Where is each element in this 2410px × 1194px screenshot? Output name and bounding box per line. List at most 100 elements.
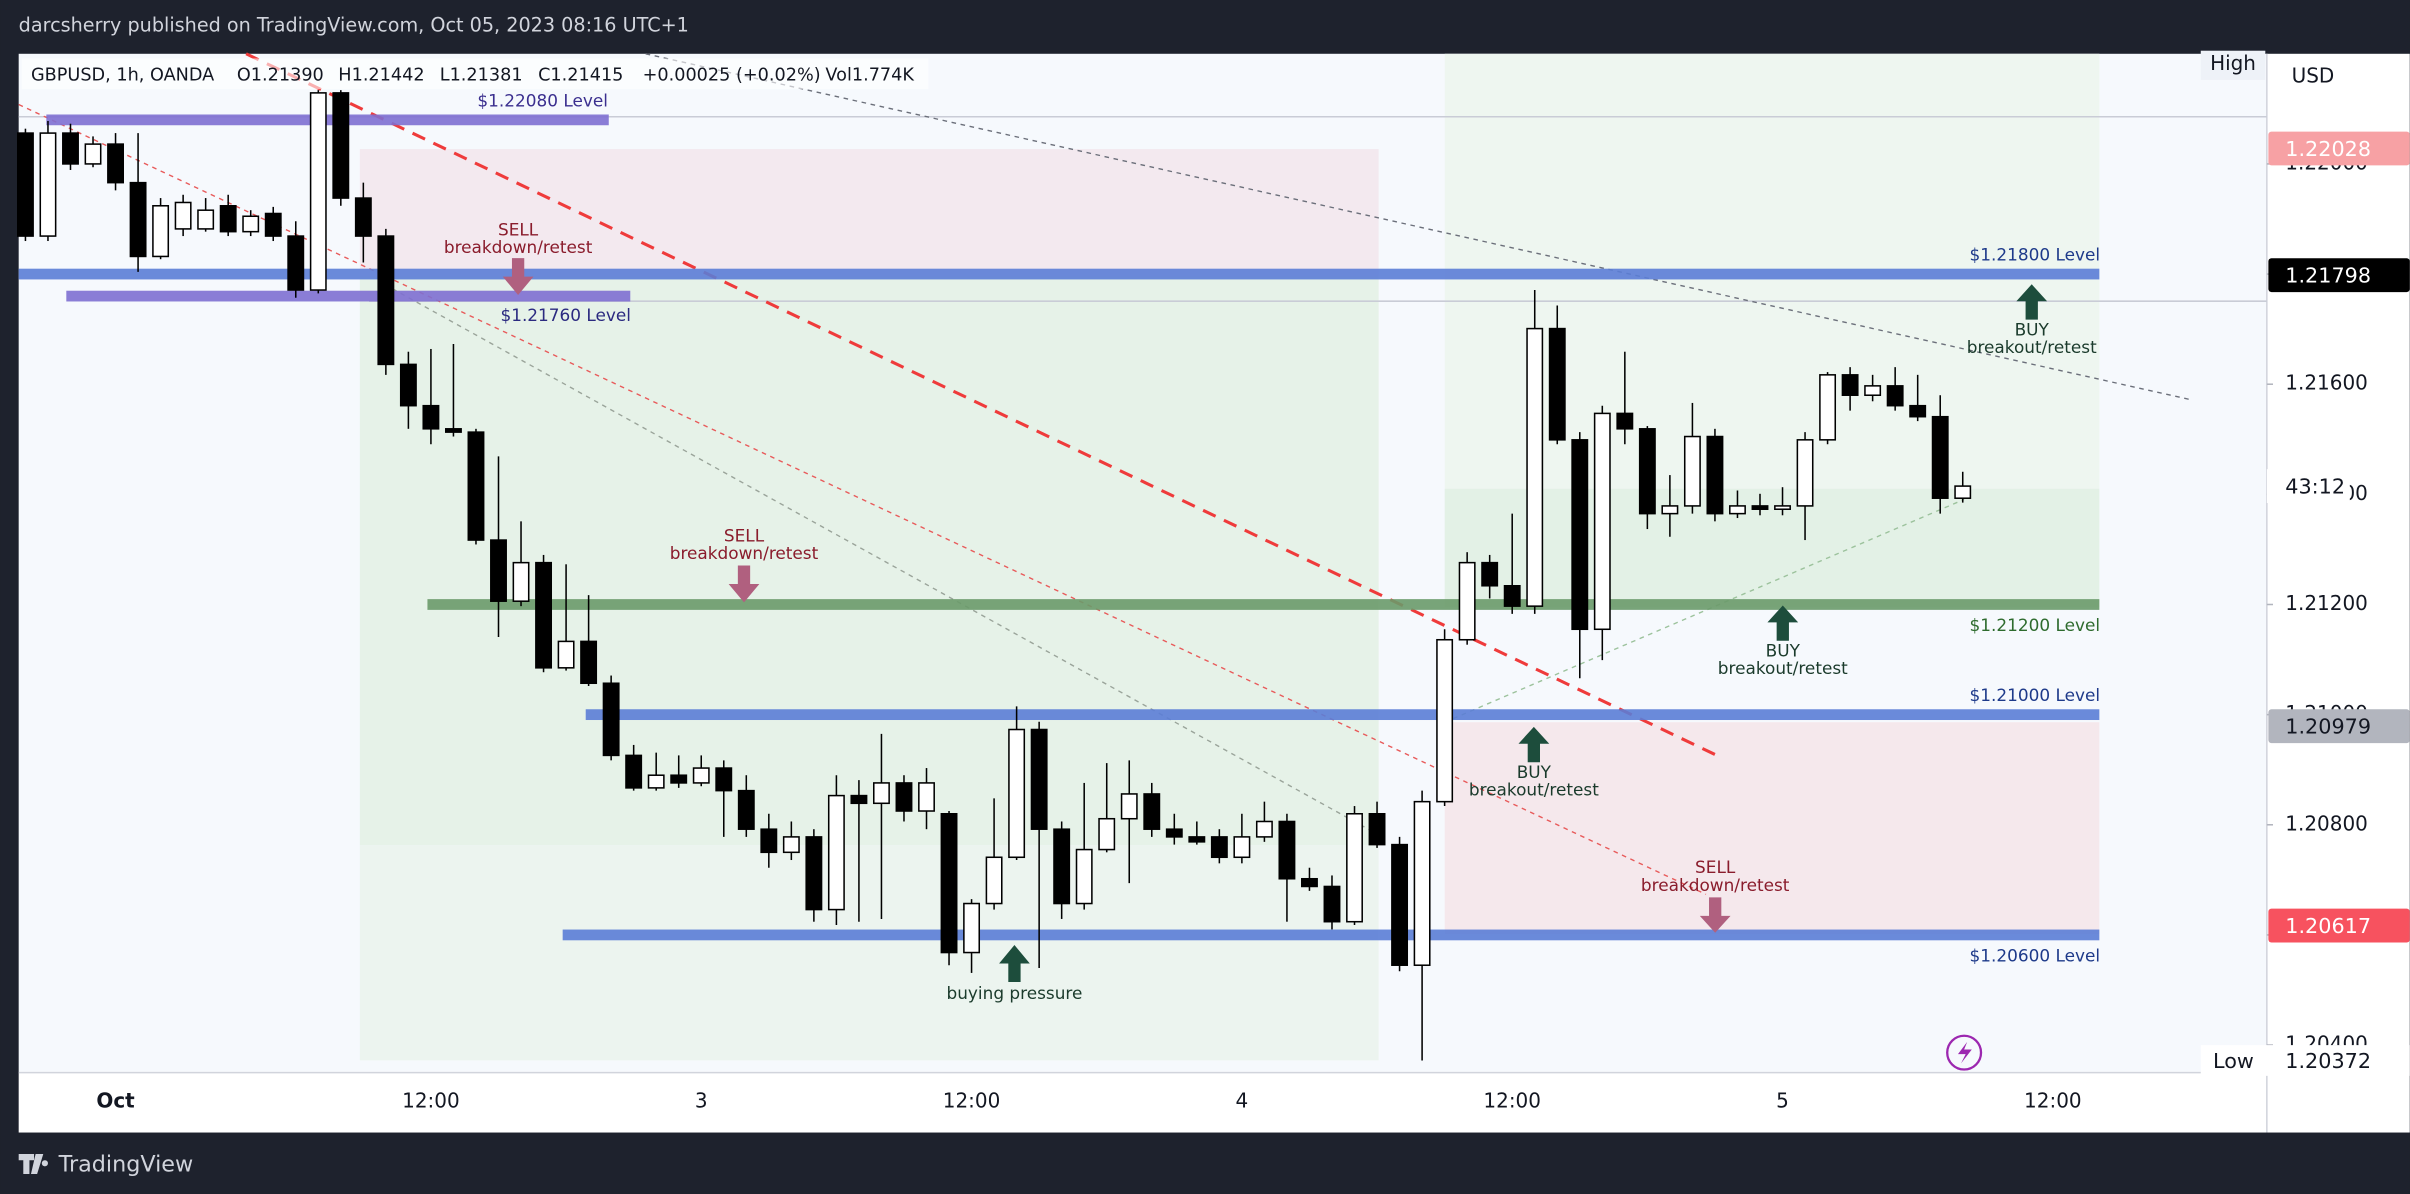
price-badge-label: 1.22028	[2285, 137, 2371, 161]
trend-line	[18, 103, 1707, 895]
candle-body	[490, 539, 507, 602]
publisher-line: darcsherry published on TradingView.com,…	[19, 14, 689, 37]
y-tick-label: 1.21200	[2285, 591, 2368, 615]
price-badge-label: 1.21798	[2285, 264, 2371, 288]
candle-body	[963, 902, 981, 954]
candle-body	[918, 782, 935, 812]
annotation-text: breakdown/retest	[444, 237, 593, 257]
level-line	[18, 268, 2100, 280]
candle-body	[602, 682, 620, 757]
price-badge	[2268, 709, 2410, 744]
candle-body	[1774, 505, 1791, 510]
x-tick-label: 12:00	[943, 1088, 1001, 1112]
candle-body	[1638, 428, 1656, 515]
x-tick-label: 12:00	[402, 1088, 460, 1112]
currency: USD	[2292, 63, 2335, 87]
candle-body	[129, 181, 147, 258]
candle-body	[219, 205, 237, 233]
candle-body	[557, 640, 575, 669]
countdown-label: 43:12	[2285, 475, 2345, 499]
annotation-text: breakout/retest	[1967, 337, 2097, 357]
annotations: SELLbreakdown/retestSELLbreakdown/retest…	[444, 220, 2097, 1004]
candle-body	[152, 205, 170, 258]
candle-body	[16, 132, 34, 237]
countdown-badge	[2266, 469, 2350, 503]
candle-body	[1255, 820, 1273, 838]
level-line	[46, 114, 609, 126]
candle-body	[1593, 412, 1611, 631]
candle-body	[287, 235, 305, 291]
candle-body	[873, 782, 890, 805]
candle-body	[1030, 728, 1048, 830]
annotation-text: SELL	[498, 220, 539, 240]
level-label: $1.21800 Level	[1970, 245, 2101, 265]
alert-icon[interactable]	[1946, 1034, 1983, 1071]
candle-body	[1796, 439, 1814, 507]
zone-sell	[359, 149, 1379, 277]
candle-body	[1526, 327, 1544, 607]
zone-sell	[1444, 722, 2100, 935]
candle-body	[242, 215, 260, 233]
candle-body	[1233, 836, 1251, 859]
legend-low: L1.21381	[440, 65, 523, 85]
candle-body	[399, 363, 417, 407]
candle-body	[1053, 828, 1071, 905]
annotation-text: buying pressure	[947, 983, 1083, 1003]
trend-line	[245, 52, 1719, 758]
candle-body	[580, 640, 598, 685]
candle-body	[354, 197, 372, 237]
candle-body	[1481, 561, 1499, 587]
trend-line	[1444, 498, 1965, 723]
candle-body	[1436, 638, 1454, 803]
candle-body	[1751, 505, 1769, 510]
candle-body	[444, 428, 462, 433]
signal-arrow	[728, 565, 760, 603]
level-label: $1.22080 Level	[477, 90, 608, 110]
candle-body	[940, 812, 958, 954]
candle-body	[760, 828, 778, 854]
candle-body	[850, 794, 868, 805]
signal-arrow	[1767, 605, 1799, 641]
zone-buy	[359, 276, 1379, 846]
level-label: $1.21200 Level	[1970, 615, 2101, 635]
candle-body	[535, 561, 553, 669]
candle-body	[1706, 435, 1724, 515]
signal-arrow	[1699, 897, 1731, 933]
candle-body	[715, 767, 733, 792]
candle-body	[1571, 439, 1589, 631]
candle-body	[1729, 505, 1746, 515]
candles	[16, 90, 1972, 1061]
signal-arrow	[999, 945, 1030, 982]
candle-body	[1548, 327, 1566, 441]
candle-body	[1008, 728, 1026, 859]
level-label: $1.21000 Level	[1970, 685, 2101, 705]
candle-body	[1819, 374, 1837, 441]
brand: TradingView	[58, 1151, 194, 1177]
candle-body	[422, 404, 440, 430]
price-badge	[2268, 258, 2410, 293]
candle-body	[1368, 812, 1386, 846]
x-tick-label: 4	[1236, 1088, 1249, 1112]
y-tick-label: 1.21600	[2285, 371, 2368, 395]
x-tick-label: Oct	[96, 1088, 135, 1112]
time-axis	[18, 1072, 2267, 1133]
annotation-text: BUY	[1517, 762, 1552, 782]
trend-line	[645, 53, 2191, 401]
annotation-text: BUY	[2015, 319, 2050, 339]
candle-body	[107, 143, 124, 184]
candle-body	[1909, 404, 1927, 418]
level-line	[427, 599, 2100, 610]
candle-body	[670, 774, 688, 784]
legend-volume: Vol1.774K	[825, 65, 914, 85]
price-badge	[2268, 131, 2410, 166]
candle-body	[1323, 885, 1341, 923]
candle-body	[782, 836, 800, 854]
price-badge-label: 1.20617	[2285, 914, 2371, 938]
legend-change: +0.00025 (+0.02%)	[643, 65, 821, 85]
annotation-text: BUY	[1766, 641, 1801, 661]
candle-body	[1301, 877, 1318, 888]
annotation-text: SELL	[1695, 857, 1736, 877]
candle-body	[1864, 385, 1882, 396]
candle-body	[1210, 836, 1228, 859]
